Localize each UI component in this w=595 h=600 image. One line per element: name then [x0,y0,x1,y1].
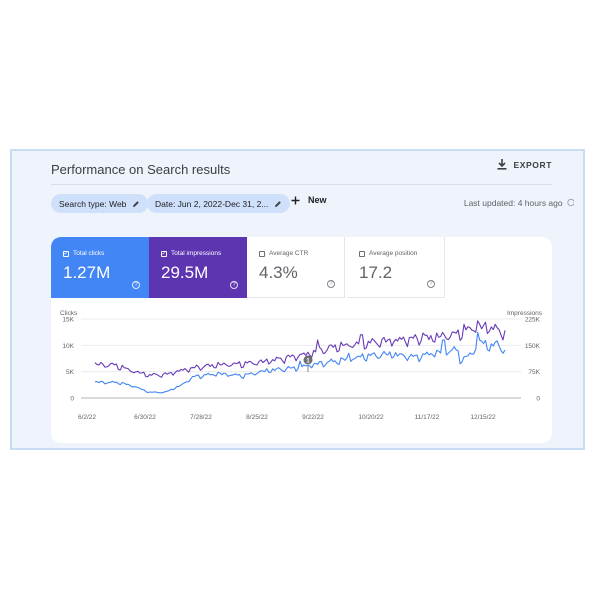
checkbox-checked-icon[interactable]: ✓ [63,250,69,257]
last-updated-text: Last updated: 4 hours ago [463,198,563,208]
x-tick-label: 11/17/22 [415,414,440,421]
x-tick-label: 8/25/22 [246,414,268,421]
checkbox-checked-icon[interactable]: ✓ [161,250,167,257]
metric-label: Total impressions [171,250,222,257]
performance-chart: Clicks Impressions 15K 10K 5K 0 225K 150K 75K 0… [60,310,543,421]
left-tick-label: 15K [62,317,74,324]
new-label: New [308,195,327,205]
left-axis-title: Clicks [60,310,78,317]
metric-label: Average position [369,250,418,257]
export-button[interactable]: EXPORT [497,159,552,170]
right-tick-label: 150K [525,343,541,350]
download-icon [497,159,507,170]
page-title: Performance on Search results [51,162,231,177]
search-type-label: Search type: Web [59,198,127,209]
checkbox-unchecked-icon[interactable] [259,250,265,257]
export-label: EXPORT [513,159,552,170]
header-divider [51,184,552,185]
metric-total-impressions[interactable]: ✓ Total impressions 29.5M ? [149,237,247,298]
right-tick-label: 0 [536,396,540,403]
series-line-clicks [94,331,506,394]
left-tick-label: 5K [66,369,75,376]
checkbox-unchecked-icon[interactable] [359,250,365,257]
last-updated: Last updated: 4 hours ago [463,198,575,208]
search-type-chip[interactable]: Search type: Web [51,194,149,213]
annotation-badge[interactable] [303,355,313,365]
plus-icon [291,196,300,204]
metric-value: 1.27M [63,263,111,282]
help-icon[interactable] [567,198,575,207]
new-filter-button[interactable]: New [291,195,327,205]
metric-label: Average CTR [269,250,309,257]
right-tick-label: 75K [528,369,540,376]
x-tick-label: 10/20/22 [358,414,384,421]
series-line-impressions [94,320,506,378]
x-tick-label: 6/30/22 [134,414,156,421]
pencil-icon [275,200,282,207]
right-axis-title: Impressions [507,310,543,317]
metric-average-position[interactable]: Average position 17.2 ? [347,237,445,298]
performance-card: ✓ Total clicks 1.27M ? ✓ Total impressio… [51,237,552,443]
annotation-label: 1 [306,358,310,364]
performance-panel: Performance on Search results EXPORT Sea… [10,149,585,450]
help-icon[interactable]: ? [327,280,335,288]
date-range-chip[interactable]: Date: Jun 2, 2022-Dec 31, 2... [147,194,291,213]
metric-value: 29.5M [161,263,209,282]
pencil-icon [133,200,140,207]
metric-value: 17.2 [359,263,393,282]
x-tick-label: 7/28/22 [190,414,212,421]
left-tick-label: 10K [62,343,74,350]
metric-average-ctr[interactable]: Average CTR 4.3% ? [247,237,345,298]
x-tick-label: 6/2/22 [78,414,96,421]
metric-value: 4.3% [259,263,298,282]
right-tick-label: 225K [525,317,541,324]
date-range-label: Date: Jun 2, 2022-Dec 31, 2... [155,198,269,209]
x-tick-label: 12/15/22 [470,414,496,421]
x-tick-label: 9/22/22 [302,414,324,421]
left-tick-label: 0 [70,396,74,403]
metric-total-clicks[interactable]: ✓ Total clicks 1.27M ? [51,237,149,298]
metric-label: Total clicks [73,250,105,257]
annotation-marker[interactable]: 1 [303,355,313,373]
help-icon[interactable]: ? [230,281,238,289]
help-icon[interactable]: ? [132,281,140,289]
help-icon[interactable]: ? [427,280,435,288]
